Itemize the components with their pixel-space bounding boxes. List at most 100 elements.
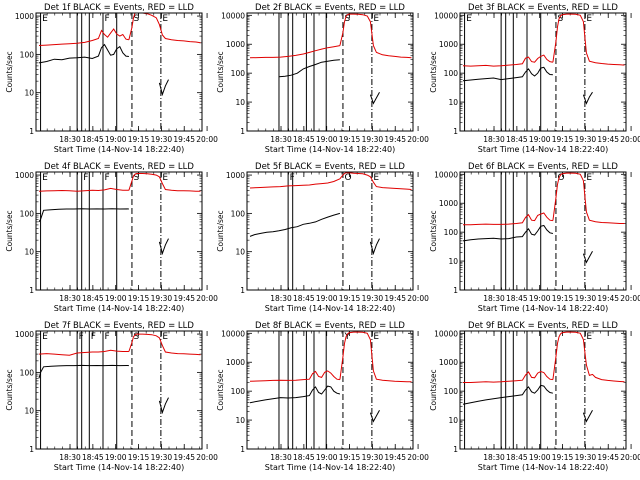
marker-label: F: [91, 332, 96, 342]
y-axis-label: Counts/sec: [429, 210, 438, 251]
x-tick-label: 18:30: [59, 453, 81, 462]
lld-series-line: [128, 13, 201, 44]
x-tick-label: 19:45: [597, 135, 619, 144]
marker-label: F: [105, 14, 110, 24]
marker-label: E: [162, 14, 168, 24]
chart-title: Det 6f BLACK = Events, RED = LLD: [468, 162, 618, 172]
lld-series-line: [463, 212, 553, 226]
chart-title: Det 5f BLACK = Events, RED = LLD: [255, 162, 405, 172]
x-tick-label: 19:30: [151, 294, 173, 303]
chart-panel-4: Det 4f BLACK = Events, RED = LLD 18:30 18:…: [5, 162, 218, 313]
chart-panel-5: Det 5f BLACK = Events, RED = LLD 18:30 18:…: [216, 162, 429, 313]
x-tick-label: 19:15: [339, 453, 361, 462]
events-series-line: [38, 208, 129, 223]
y-tick-label: 10: [235, 98, 245, 107]
y-axis-label: Counts/sec: [216, 369, 225, 410]
lld-series-line: [463, 370, 553, 383]
x-tick-label: 19:00: [316, 453, 338, 462]
y-tick-label: 10: [24, 407, 34, 416]
chart-panel-9: Det 9f BLACK = Events, RED = LLD 18:30 18:…: [429, 321, 640, 472]
x-tick-label: 18:45: [506, 135, 528, 144]
y-tick-label: 1000: [15, 330, 34, 339]
x-tick-label: 19:00: [105, 453, 127, 462]
lld-series-line: [249, 178, 341, 189]
y-axis-label: Counts/sec: [5, 210, 14, 251]
y-tick-label: 10: [448, 98, 458, 107]
marker-label: E: [162, 173, 168, 183]
events-series-line: [158, 79, 169, 97]
x-tick-label: 18:30: [483, 453, 505, 462]
y-tick-label: 1000: [226, 40, 245, 49]
y-axis-label: Counts/sec: [429, 51, 438, 92]
x-tick-label: 20:00: [620, 453, 640, 462]
x-tick-label: 18:45: [293, 453, 315, 462]
lld-series-line: [339, 172, 412, 190]
chart-data-group: [249, 172, 412, 256]
y-tick-label: 10: [24, 248, 34, 257]
x-tick-label: 19:45: [384, 135, 406, 144]
x-tick-label: 19:45: [384, 294, 406, 303]
y-axis-label: Counts/sec: [429, 369, 438, 410]
lld-series-line: [38, 28, 130, 46]
y-tick-label: 1: [240, 127, 245, 136]
x-tick-label: 18:45: [506, 453, 528, 462]
marker-label: S: [133, 332, 139, 342]
chart-panel-1: Det 1f BLACK = Events, RED = LLD 18:30 18:…: [5, 3, 218, 154]
x-tick-label: 20:00: [407, 135, 429, 144]
x-tick-label: 18:30: [483, 135, 505, 144]
events-series-line: [369, 91, 380, 105]
events-series-line: [158, 397, 169, 415]
events-series-line: [249, 385, 341, 404]
marker-label: F: [105, 173, 110, 183]
x-tick-label: 19:15: [128, 294, 150, 303]
x-tick-label: 18:30: [270, 135, 292, 144]
events-series-line: [249, 212, 341, 237]
x-tick-label: 19:30: [575, 135, 597, 144]
x-tick-label: 20:00: [196, 453, 218, 462]
y-tick-label: 100: [20, 368, 35, 377]
marker-label: E: [162, 332, 168, 342]
y-tick-label: 10: [448, 416, 458, 425]
marker-label: E: [42, 14, 48, 24]
chart-data-group: [249, 331, 412, 423]
marker-label: F: [105, 332, 110, 342]
y-tick-label: 10000: [221, 329, 245, 338]
x-tick-label: 19:45: [173, 294, 195, 303]
x-tick-label: 18:30: [270, 294, 292, 303]
lld-series-line: [339, 13, 412, 59]
lld-series-line: [38, 187, 129, 192]
chart-data-group: [462, 172, 625, 264]
x-axis-label: Start Time (14-Nov-14 18:22:40): [478, 304, 608, 313]
x-tick-label: 20:00: [620, 135, 640, 144]
y-tick-label: 100: [231, 69, 246, 78]
x-tick-label: 19:45: [173, 135, 195, 144]
y-tick-label: 10000: [221, 11, 245, 20]
chart-data-group: [38, 333, 201, 415]
x-axis-label: Start Time (14-Nov-14 18:22:40): [265, 145, 395, 154]
y-tick-label: 100: [20, 209, 35, 218]
y-tick-label: 1: [29, 127, 34, 136]
x-axis-label: Start Time (14-Nov-14 18:22:40): [478, 463, 608, 472]
lld-series-line: [552, 172, 625, 224]
y-tick-label: 1: [240, 445, 245, 454]
y-tick-label: 1: [29, 286, 34, 295]
x-axis-label: Start Time (14-Nov-14 18:22:40): [54, 304, 184, 313]
y-tick-label: 1: [29, 445, 34, 454]
lld-series-line: [128, 173, 201, 192]
chart-panel-8: Det 8f BLACK = Events, RED = LLD 18:30 18:…: [216, 321, 429, 472]
x-tick-label: 18:45: [82, 453, 104, 462]
marker-label: O: [344, 173, 351, 183]
x-tick-label: 19:15: [552, 135, 574, 144]
y-tick-label: 1000: [15, 171, 34, 180]
y-axis-label: Counts/sec: [216, 210, 225, 251]
x-tick-label: 20:00: [620, 294, 640, 303]
chart-panel-2: Det 2f BLACK = Events, RED = LLD 18:30 18:…: [216, 3, 429, 154]
x-axis-label: Start Time (14-Nov-14 18:22:40): [265, 304, 395, 313]
y-tick-label: 100: [20, 50, 35, 59]
x-tick-label: 20:00: [196, 135, 218, 144]
marker-label: S: [133, 173, 139, 183]
plot-frame: [246, 330, 414, 450]
y-tick-label: 100: [231, 209, 246, 218]
lld-series-line: [249, 45, 340, 59]
y-axis-label: Counts/sec: [216, 51, 225, 92]
